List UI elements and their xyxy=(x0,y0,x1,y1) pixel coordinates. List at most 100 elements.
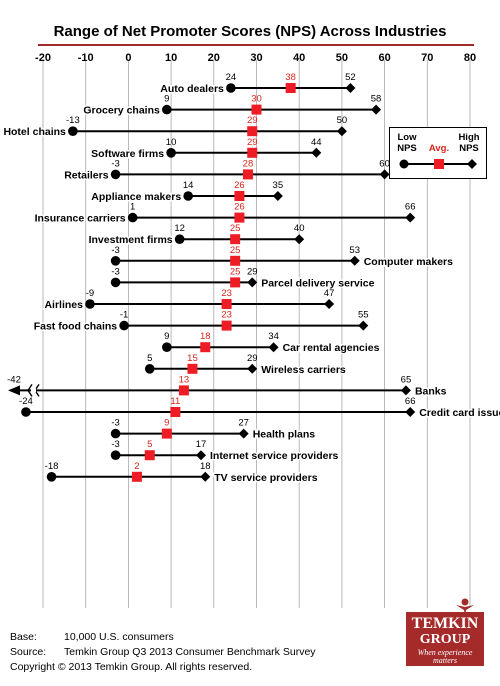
avg-value-label: 25 xyxy=(230,223,241,234)
footer-base: Base: 10,000 U.S. consumers xyxy=(10,631,174,643)
high-value-label: 40 xyxy=(294,223,305,234)
low-marker xyxy=(127,212,138,223)
high-value-label: 65 xyxy=(401,374,412,385)
low-marker-arrow xyxy=(8,385,20,396)
avg-marker xyxy=(170,407,181,417)
industry-label: Internet service providers xyxy=(210,450,339,462)
industry-label: TV service providers xyxy=(214,472,317,484)
chart-legend: Low NPS High NPS Avg. xyxy=(389,127,487,179)
high-marker xyxy=(238,428,249,439)
avg-value-label: 26 xyxy=(234,180,245,191)
high-value-label: 34 xyxy=(268,331,279,342)
avg-value-label: 5 xyxy=(147,439,152,450)
high-marker xyxy=(195,450,206,461)
industry-label: Banks xyxy=(415,385,447,397)
avg-value-label: 29 xyxy=(247,115,258,126)
industry-label: Grocery chains xyxy=(83,105,160,117)
low-marker xyxy=(144,364,155,374)
low-value-label: 12 xyxy=(174,223,185,234)
high-value-label: 35 xyxy=(273,180,284,191)
low-value-label: 9 xyxy=(164,94,169,105)
industry-label: Auto dealers xyxy=(160,83,224,95)
high-value-label: 58 xyxy=(371,94,382,105)
temkin-logo: TEMKIN GROUP When experience matters xyxy=(406,598,484,666)
low-value-label: -24 xyxy=(19,396,33,407)
low-value-label: -18 xyxy=(45,461,59,472)
avg-marker xyxy=(178,385,189,396)
industry-label: Computer makers xyxy=(364,256,453,268)
footer-base-value: 10,000 U.S. consumers xyxy=(64,631,174,643)
high-value-label: 53 xyxy=(349,245,360,256)
low-marker xyxy=(166,148,176,158)
footer-source-value: Temkin Group Q3 2013 Consumer Benchmark … xyxy=(64,646,316,658)
high-marker xyxy=(268,342,279,353)
high-marker xyxy=(294,234,305,245)
avg-marker xyxy=(242,169,253,180)
low-value-label: -3 xyxy=(111,418,119,429)
high-value-label: 17 xyxy=(196,439,207,450)
legend-avg-label: Avg. xyxy=(428,143,450,154)
footer-base-label: Base: xyxy=(10,631,37,643)
low-value-label: 10 xyxy=(166,137,177,148)
x-tick-label: -20 xyxy=(35,52,51,64)
high-value-label: 50 xyxy=(337,115,348,126)
high-value-label: 66 xyxy=(405,202,416,213)
avg-marker xyxy=(144,450,155,461)
high-marker xyxy=(379,169,390,180)
industry-label: Fast food chains xyxy=(34,321,118,333)
low-marker xyxy=(226,83,236,93)
industry-label: Retailers xyxy=(64,169,109,181)
high-marker xyxy=(371,104,382,115)
logo-badge: TEMKIN GROUP When experience matters xyxy=(406,612,484,666)
low-value-label: -1 xyxy=(120,310,128,321)
high-marker xyxy=(358,320,369,331)
avg-value-label: 38 xyxy=(285,72,296,83)
avg-value-label: 29 xyxy=(247,137,258,148)
high-marker xyxy=(345,83,356,93)
low-value-label: 24 xyxy=(226,72,237,83)
industry-label: Software firms xyxy=(91,148,164,160)
footer-source: Source: Temkin Group Q3 2013 Consumer Ben… xyxy=(10,646,316,658)
axis-break-gap xyxy=(31,388,36,393)
industry-label: Airlines xyxy=(44,299,83,311)
low-value-label: 9 xyxy=(164,331,169,342)
avg-value-label: 30 xyxy=(251,94,262,105)
industry-label: Car rental agencies xyxy=(283,342,380,354)
x-tick-label: 80 xyxy=(464,52,476,64)
low-value-label: -3 xyxy=(111,439,119,450)
high-marker xyxy=(405,212,416,223)
avg-value-label: 23 xyxy=(221,288,232,299)
high-value-label: 55 xyxy=(358,310,369,321)
high-value-label: 29 xyxy=(247,353,258,364)
logo-line2: GROUP xyxy=(419,632,471,647)
high-value-label: 60 xyxy=(379,158,390,169)
avg-value-label: 26 xyxy=(234,202,245,213)
high-marker xyxy=(336,126,347,137)
avg-value-label: 13 xyxy=(179,374,190,385)
avg-marker xyxy=(187,363,198,374)
avg-value-label: 2 xyxy=(134,461,139,472)
high-marker xyxy=(349,255,360,266)
low-value-label: 1 xyxy=(130,202,135,213)
avg-marker xyxy=(234,212,245,223)
low-value-label: -3 xyxy=(111,266,119,277)
avg-marker xyxy=(247,126,258,137)
low-marker xyxy=(110,255,121,266)
legend-high-label: High NPS xyxy=(458,132,480,154)
x-tick-label: 40 xyxy=(293,52,305,64)
high-marker xyxy=(200,471,211,482)
x-tick-label: 70 xyxy=(421,52,433,64)
legend-high-marker xyxy=(467,159,477,169)
high-marker xyxy=(311,147,322,158)
x-tick-label: 0 xyxy=(125,52,131,64)
high-marker xyxy=(247,363,258,374)
x-tick-label: 10 xyxy=(165,52,177,64)
avg-value-label: 9 xyxy=(164,418,169,429)
avg-marker xyxy=(161,428,172,439)
low-value-label: 14 xyxy=(183,180,194,191)
high-marker xyxy=(405,407,416,417)
chart-title: Range of Net Promoter Scores (NPS) Acros… xyxy=(53,23,447,40)
industry-label: Credit card issuers xyxy=(419,407,500,419)
high-marker xyxy=(400,385,411,396)
